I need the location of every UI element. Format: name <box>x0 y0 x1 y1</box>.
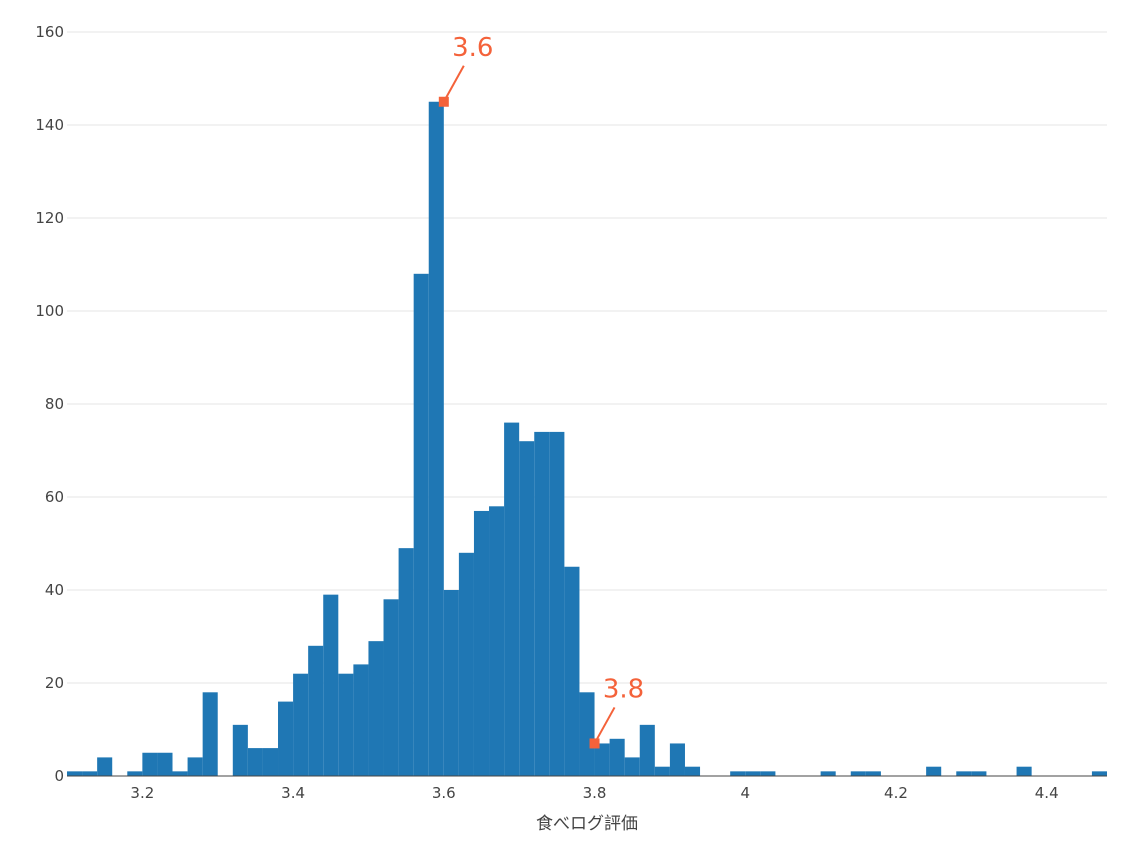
histogram-bar <box>489 506 505 776</box>
histogram-bar <box>157 752 173 776</box>
x-tick-label: 3.6 <box>432 784 456 802</box>
histogram-bar <box>458 552 474 776</box>
histogram-bar <box>669 743 685 776</box>
histogram-bar <box>247 748 263 776</box>
annotation-marker <box>589 738 600 749</box>
histogram-bar <box>745 771 761 776</box>
histogram-bar <box>850 771 866 776</box>
histogram-bar <box>202 692 218 776</box>
histogram-bar <box>172 771 188 776</box>
histogram-bar <box>338 673 354 776</box>
axes: 0 20 40 60 80 100 120 140 160 3.2 3.4 3.6 3.8 4 4.2 4.4 <box>35 23 1107 802</box>
histogram-bar <box>443 590 459 776</box>
histogram-bar <box>820 771 836 776</box>
histogram-bar <box>323 594 339 776</box>
y-tick-label: 20 <box>45 674 64 692</box>
x-tick-label: 4.2 <box>884 784 908 802</box>
histogram-bar <box>262 748 279 776</box>
histogram-bar <box>594 743 610 776</box>
histogram-bar <box>187 757 203 776</box>
histogram-bar <box>383 599 399 776</box>
histogram-bar <box>308 645 324 776</box>
histogram-bar <box>127 771 143 776</box>
histogram-bar <box>579 692 595 776</box>
y-tick-label: 120 <box>35 209 64 227</box>
y-tick-label: 80 <box>45 395 64 413</box>
histogram-bar <box>760 771 776 776</box>
annotation-leader-line <box>442 65 465 103</box>
y-tick-label: 0 <box>54 767 64 785</box>
x-axis-title: 食べログ評価 <box>536 814 638 834</box>
histogram-bar <box>368 641 384 776</box>
histogram-bar <box>865 771 881 776</box>
y-tick-label: 160 <box>35 23 64 41</box>
histogram-bar <box>956 771 972 776</box>
histogram-bar <box>624 757 640 776</box>
histogram-bar <box>473 510 490 776</box>
histogram-bar <box>82 771 98 776</box>
histogram-bar <box>926 766 942 776</box>
x-tick-label: 4.4 <box>1035 784 1059 802</box>
histogram-bar <box>428 101 444 776</box>
x-tick-label: 4 <box>740 784 750 802</box>
annotation-label: 3.6 <box>452 33 493 63</box>
y-tick-label: 40 <box>45 581 64 599</box>
histogram-bar <box>278 701 294 776</box>
x-tick-label: 3.8 <box>583 784 607 802</box>
histogram-bar <box>654 766 670 776</box>
x-tick-label: 3.2 <box>130 784 154 802</box>
annotation-leader-line <box>593 706 616 744</box>
histogram-bar <box>504 422 520 776</box>
histogram-bar <box>1016 766 1032 776</box>
histogram-bar <box>730 771 746 776</box>
histogram-bar <box>232 724 248 776</box>
histogram-bar <box>353 664 369 776</box>
annotation-marker <box>438 96 449 107</box>
annotations: 3.6 3.8 <box>438 33 644 749</box>
y-tick-label: 140 <box>35 116 64 134</box>
histogram-bar <box>293 673 309 776</box>
histogram-bar <box>413 273 429 776</box>
histogram-bar <box>67 771 83 776</box>
histogram-bar <box>1091 771 1107 776</box>
histogram-bar <box>639 724 655 776</box>
histogram-bar <box>519 441 535 776</box>
gridlines <box>67 31 1107 684</box>
histogram-bar <box>609 738 625 776</box>
annotation-label: 3.8 <box>603 674 644 704</box>
y-tick-label: 100 <box>35 302 64 320</box>
histogram-bar <box>684 766 701 776</box>
histogram-bar <box>142 752 158 776</box>
x-tick-label: 3.4 <box>281 784 305 802</box>
histogram-bar <box>971 771 987 776</box>
histogram-bar <box>97 757 113 776</box>
histogram-bar <box>564 566 580 776</box>
histogram-bar <box>549 431 565 776</box>
histogram-bar <box>398 548 414 776</box>
histogram-bars <box>67 101 1107 776</box>
y-tick-label: 60 <box>45 488 64 506</box>
histogram-bar <box>534 431 550 776</box>
